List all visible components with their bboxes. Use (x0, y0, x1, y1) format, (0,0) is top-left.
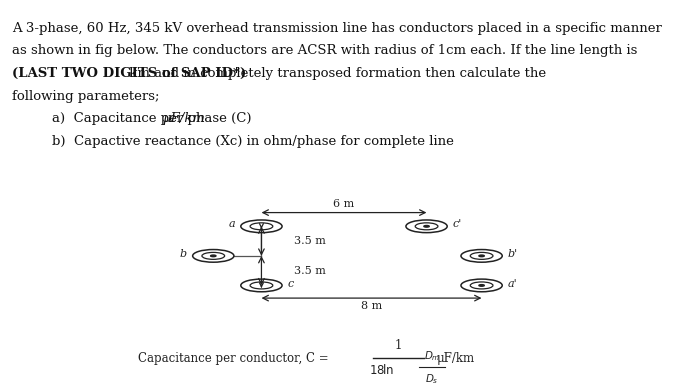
Circle shape (193, 249, 234, 262)
Text: μF/km: μF/km (437, 352, 475, 365)
Text: km and in completely transposed formation then calculate the: km and in completely transposed formatio… (125, 67, 546, 80)
Text: a)  Capacitance per phase (C): a) Capacitance per phase (C) (52, 112, 255, 125)
Text: (LAST TWO DIGITS of SAP ID*): (LAST TWO DIGITS of SAP ID*) (12, 67, 246, 80)
Circle shape (479, 255, 484, 257)
Text: b': b' (508, 249, 518, 259)
Text: b: b (180, 249, 187, 259)
Text: a: a (228, 219, 235, 230)
Text: 1: 1 (395, 339, 402, 352)
Circle shape (424, 226, 429, 227)
Circle shape (461, 249, 502, 262)
Text: $18\!\ln$: $18\!\ln$ (369, 363, 394, 377)
Text: following parameters;: following parameters; (12, 90, 160, 102)
Text: 3.5 m: 3.5 m (294, 265, 326, 276)
Text: $D_m$: $D_m$ (424, 349, 440, 363)
Text: c: c (288, 278, 294, 289)
Text: 6 m: 6 m (334, 199, 354, 210)
Circle shape (479, 285, 484, 286)
Circle shape (461, 279, 502, 292)
Text: Capacitance per conductor, C =: Capacitance per conductor, C = (138, 352, 328, 365)
Circle shape (211, 255, 216, 257)
Text: A 3-phase, 60 Hz, 345 kV overhead transmission line has conductors placed in a s: A 3-phase, 60 Hz, 345 kV overhead transm… (12, 22, 663, 34)
Text: 8 m: 8 m (361, 301, 382, 311)
Circle shape (241, 220, 282, 233)
Text: a': a' (508, 278, 517, 289)
Circle shape (406, 220, 447, 233)
Text: 3.5 m: 3.5 m (294, 236, 326, 246)
Text: c': c' (453, 219, 462, 230)
Text: as shown in fig below. The conductors are ACSR with radius of 1cm each. If the l: as shown in fig below. The conductors ar… (12, 44, 638, 57)
Text: b)  Capactive reactance (Xc) in ohm/phase for complete line: b) Capactive reactance (Xc) in ohm/phase… (52, 135, 453, 148)
Circle shape (241, 279, 282, 292)
Text: μF/km: μF/km (162, 112, 206, 125)
Text: $D_s$: $D_s$ (425, 372, 439, 386)
